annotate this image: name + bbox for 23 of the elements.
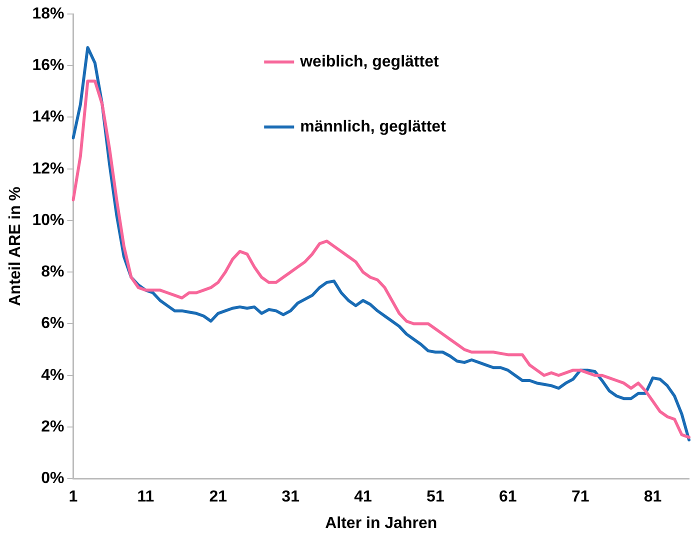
x-tick-label: 11 [137,488,154,506]
x-tick-label: 21 [209,488,228,506]
x-tick-label: 31 [282,488,300,506]
legend-label: männlich, geglättet [300,118,447,136]
x-tick-label: 61 [498,488,517,506]
x-axis-title: Alter in Jahren [325,514,438,532]
y-tick-label: 16% [32,57,64,74]
y-tick-label: 4% [41,366,64,384]
y-tick-label: 0% [41,470,64,488]
y-tick-label: 12% [32,160,64,178]
x-tick-label: 51 [426,488,444,506]
y-tick-label: 6% [41,315,64,332]
x-tick-label: 71 [571,488,590,506]
x-tick-label: 41 [354,488,372,506]
y-tick-label: 14% [32,108,64,126]
x-tick-label: 1 [68,488,78,506]
y-axis-title: Anteil ARE in % [7,186,24,306]
y-tick-label: 8% [41,264,64,281]
y-tick-label: 2% [41,418,64,436]
x-tick-label: 81 [644,488,662,506]
y-tick-label: 18% [32,5,64,22]
y-tick-label: 10% [32,212,64,229]
legend-label: weiblich, geglättet [299,53,440,70]
